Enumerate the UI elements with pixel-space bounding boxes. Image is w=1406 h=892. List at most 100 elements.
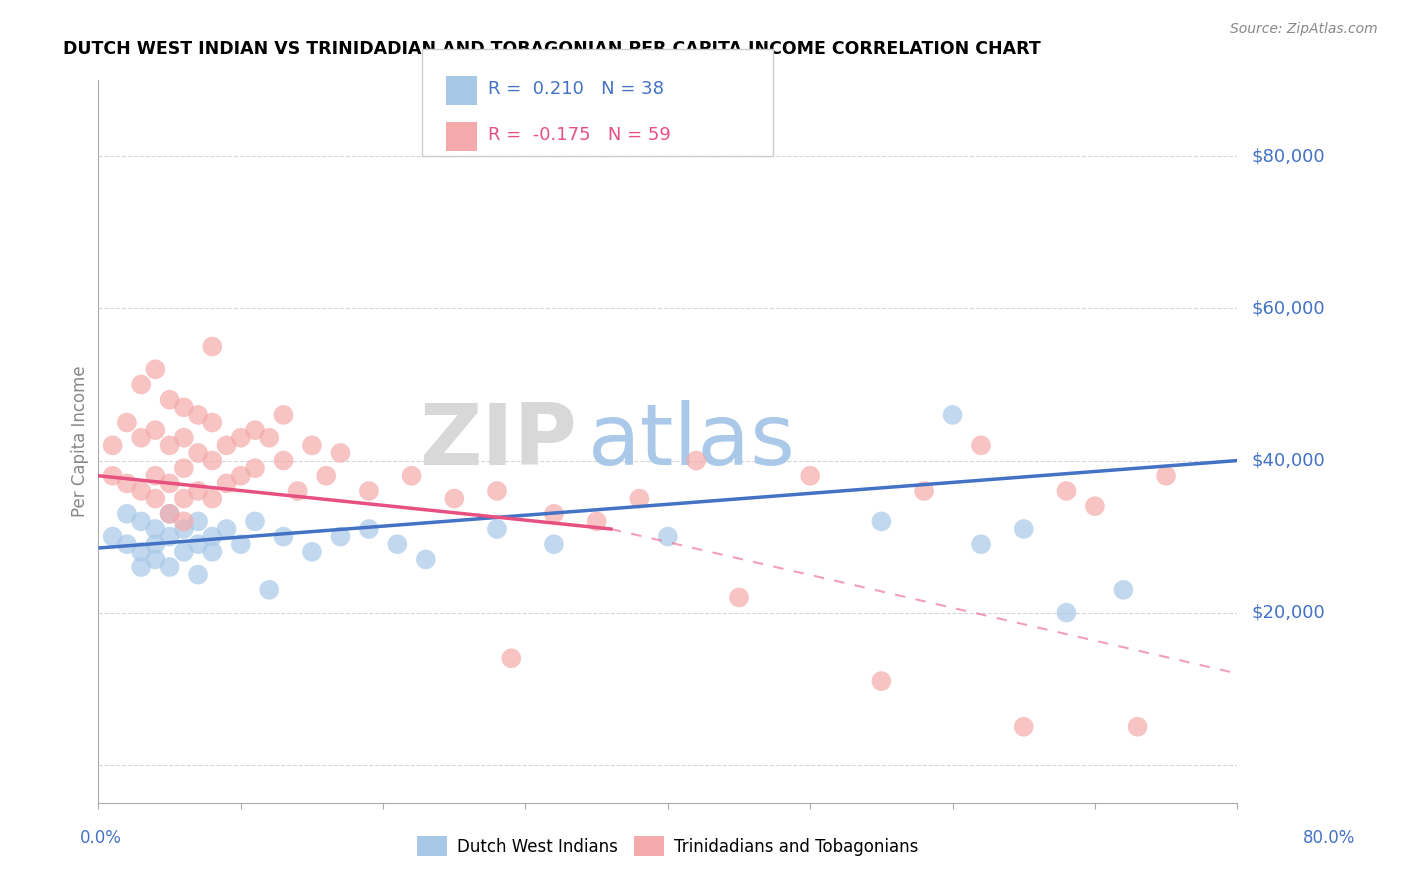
Point (315, 468, 337, 483)
Point (259, 431, 281, 445)
Text: $40,000: $40,000 (1251, 451, 1324, 469)
Point (942, 408, 965, 422)
Text: R =  0.210   N = 38: R = 0.210 N = 38 (488, 79, 664, 97)
Point (159, 476, 181, 491)
Point (145, 491, 167, 506)
Point (101, 468, 124, 483)
Point (543, 537, 565, 551)
Point (329, 530, 352, 544)
Point (870, 515, 893, 529)
Point (799, 468, 821, 483)
Point (273, 408, 295, 422)
Point (159, 530, 181, 544)
Point (273, 530, 295, 544)
Point (115, 476, 138, 491)
Y-axis label: Per Capita Income: Per Capita Income (70, 366, 89, 517)
Point (970, 438, 993, 452)
Text: 0.0%: 0.0% (80, 829, 122, 847)
Point (215, 476, 238, 491)
Point (1084, 499, 1107, 513)
Point (159, 392, 181, 407)
Point (201, 545, 224, 559)
Point (201, 453, 224, 467)
Point (229, 537, 252, 551)
Text: $20,000: $20,000 (1251, 604, 1324, 622)
Point (1154, 468, 1177, 483)
Point (401, 468, 423, 483)
Point (129, 515, 152, 529)
Point (187, 537, 209, 551)
Point (215, 522, 238, 536)
Point (301, 438, 323, 452)
Point (159, 438, 181, 452)
Point (159, 507, 181, 521)
Point (243, 461, 266, 475)
Point (129, 545, 152, 559)
Text: $60,000: $60,000 (1251, 300, 1324, 318)
Point (129, 377, 152, 392)
Point (387, 537, 409, 551)
Text: Source: ZipAtlas.com: Source: ZipAtlas.com (1230, 22, 1378, 37)
Point (329, 446, 352, 460)
Point (970, 537, 993, 551)
Point (243, 515, 266, 529)
Point (173, 431, 195, 445)
Point (728, 591, 751, 605)
Point (159, 507, 181, 521)
Point (486, 522, 509, 536)
Point (912, 483, 935, 498)
Point (357, 522, 380, 536)
Point (173, 491, 195, 506)
Point (187, 408, 209, 422)
Legend: Dutch West Indians, Trinidadians and Tobagonians: Dutch West Indians, Trinidadians and Tob… (411, 830, 925, 863)
Point (1012, 522, 1035, 536)
Point (201, 530, 224, 544)
Point (159, 560, 181, 574)
Text: atlas: atlas (588, 400, 796, 483)
Text: 80.0%: 80.0% (1302, 829, 1355, 847)
Text: $80,000: $80,000 (1251, 147, 1324, 165)
Point (1112, 582, 1135, 597)
Point (215, 438, 238, 452)
Point (543, 507, 565, 521)
Point (115, 416, 138, 430)
Point (173, 545, 195, 559)
Point (259, 582, 281, 597)
Point (173, 401, 195, 415)
Point (101, 530, 124, 544)
Point (129, 560, 152, 574)
Point (173, 461, 195, 475)
Point (229, 431, 252, 445)
Point (229, 468, 252, 483)
Point (115, 507, 138, 521)
Point (101, 438, 124, 452)
Point (870, 674, 893, 689)
Point (129, 483, 152, 498)
Text: R =  -0.175   N = 59: R = -0.175 N = 59 (488, 126, 671, 144)
Point (273, 453, 295, 467)
Point (357, 483, 380, 498)
Point (145, 522, 167, 536)
Point (1056, 483, 1078, 498)
Point (628, 491, 651, 506)
Point (201, 491, 224, 506)
Point (145, 552, 167, 566)
Point (173, 515, 195, 529)
Point (173, 522, 195, 536)
Point (145, 362, 167, 376)
Point (145, 468, 167, 483)
Point (243, 423, 266, 437)
Point (1126, 720, 1149, 734)
Point (501, 651, 523, 665)
Point (115, 537, 138, 551)
Text: DUTCH WEST INDIAN VS TRINIDADIAN AND TOBAGONIAN PER CAPITA INCOME CORRELATION CH: DUTCH WEST INDIAN VS TRINIDADIAN AND TOB… (63, 40, 1040, 58)
Point (287, 483, 309, 498)
Point (585, 515, 607, 529)
Point (657, 530, 679, 544)
Point (201, 416, 224, 430)
Point (486, 483, 509, 498)
Point (685, 453, 707, 467)
Point (145, 423, 167, 437)
Point (1056, 606, 1078, 620)
Text: ZIP: ZIP (419, 400, 576, 483)
